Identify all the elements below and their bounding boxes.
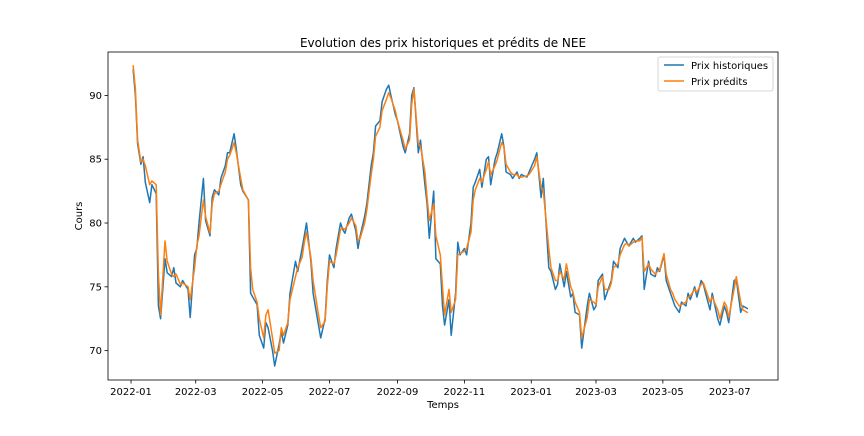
y-tick-label: 90 xyxy=(89,91,102,102)
y-axis: 70 75 80 85 90 xyxy=(89,91,108,357)
x-tick-label: 2023-01 xyxy=(510,387,552,398)
x-axis-label: Temps xyxy=(426,400,459,411)
x-tick-label: 2022-01 xyxy=(110,387,152,398)
y-axis-label: Cours xyxy=(74,202,85,231)
legend-label-predicted: Prix prédits xyxy=(691,76,748,88)
y-tick-label: 85 xyxy=(89,155,102,166)
series-line-predicted xyxy=(132,65,749,354)
legend-box xyxy=(657,56,774,92)
x-tick-label: 2023-07 xyxy=(709,387,751,398)
x-axis: 2022-01 2022-03 2022-05 2022-07 2022-09 2022-… xyxy=(110,380,751,398)
plot-area xyxy=(107,51,779,381)
series-layer xyxy=(132,65,749,367)
legend: Prix historiques Prix prédits xyxy=(657,56,774,92)
y-tick-label: 70 xyxy=(89,346,102,357)
x-tick-label: 2023-05 xyxy=(642,387,684,398)
x-tick-label: 2022-09 xyxy=(377,387,419,398)
legend-label-historical: Prix historiques xyxy=(691,61,768,72)
y-tick-label: 80 xyxy=(89,219,102,230)
x-tick-label: 2022-11 xyxy=(443,387,485,398)
x-tick-label: 2022-07 xyxy=(309,387,351,398)
x-tick-label: 2022-05 xyxy=(242,387,284,398)
y-tick-label: 75 xyxy=(89,282,102,293)
chart-title: Evolution des prix historiques et prédit… xyxy=(300,36,586,50)
x-tick-label: 2023-03 xyxy=(575,387,617,398)
x-tick-label: 2022-03 xyxy=(175,387,217,398)
